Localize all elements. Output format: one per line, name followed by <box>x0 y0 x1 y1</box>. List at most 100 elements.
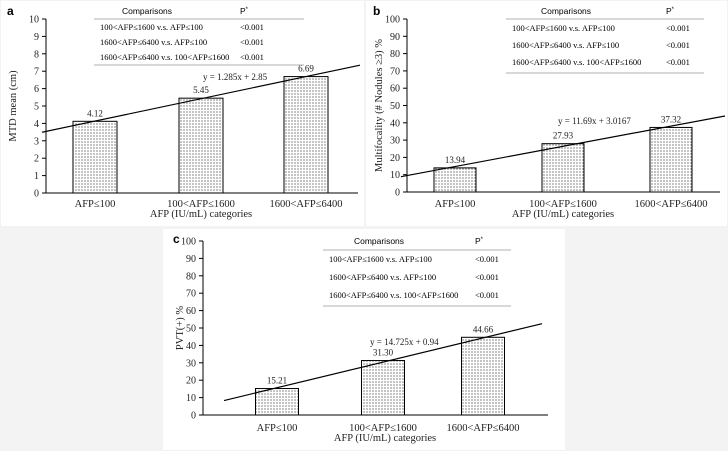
x-tick-label: 100<AFP≤1600 <box>529 199 597 210</box>
table-row-p-value: <0.001 <box>666 57 690 67</box>
y-tick-label: 1 <box>34 171 39 182</box>
y-tick-label: 0 <box>34 189 39 200</box>
y-tick-label: 8 <box>34 49 39 60</box>
panel-letter: c <box>173 232 180 246</box>
table-row-comparison: 100<AFP≤1600 v.s. AFP≤100 <box>329 254 432 264</box>
bar-2 <box>361 360 405 416</box>
table-row-comparison: 100<AFP≤1600 v.s. AFP≤100 <box>512 23 615 33</box>
table-header-p: P* <box>240 6 249 16</box>
y-tick-label: 9 <box>34 32 39 43</box>
table-row-comparison: 1600<AFP≤6400 v.s. AFP≤100 <box>512 40 619 50</box>
table-row-p-value: <0.001 <box>240 52 264 62</box>
table-header-p: P* <box>666 6 675 16</box>
table-header-p-asterisk: * <box>246 7 249 13</box>
data-label: 15.21 <box>267 376 287 386</box>
y-tick-label: 20 <box>390 153 400 164</box>
bar-2 <box>178 97 224 194</box>
x-tick-label: 1600<AFP≤6400 <box>635 199 708 210</box>
data-label: 31.30 <box>373 348 394 358</box>
y-tick-label: 90 <box>390 32 400 43</box>
trendline-equation: y = 11.69x + 3.0167 <box>558 116 631 126</box>
trendline <box>41 64 361 133</box>
table-row-p-value: <0.001 <box>240 37 264 47</box>
trendline <box>400 115 726 178</box>
data-label: 6.69 <box>298 64 314 74</box>
y-tick-label: 10 <box>186 393 196 404</box>
panel-letter: b <box>373 4 380 18</box>
y-tick-label: 20 <box>186 376 196 387</box>
table-row-p-value: <0.001 <box>666 40 690 50</box>
bar-3 <box>461 336 505 416</box>
y-tick-label: 40 <box>390 118 400 129</box>
x-axis-title: AFP (IU/mL) categories <box>334 433 436 444</box>
panel-letter: a <box>7 4 14 18</box>
y-tick-label: 60 <box>390 84 400 95</box>
panel-c: c 0 10 20 30 40 50 60 70 80 90 100 PVT(+) % 15.21 AFP≤… <box>173 232 548 444</box>
table-header-p: P* <box>475 236 484 246</box>
panel-b: b 0 10 20 30 40 50 60 70 80 90 100 Multifocality (# … <box>373 4 726 220</box>
table-row-comparison: 1600<AFP≤6400 v.s. 100<AFP≤1600 <box>329 290 458 300</box>
x-tick-label: AFP≤100 <box>75 199 116 210</box>
x-tick-label: AFP≤100 <box>435 199 476 210</box>
y-tick-label: 30 <box>186 358 196 369</box>
y-tick-label: 0 <box>191 411 196 422</box>
table-header-comparisons: Comparisons <box>354 236 404 246</box>
table-row-p-value: <0.001 <box>475 272 499 282</box>
trendline-equation: y = 14.725x + 0.94 <box>370 337 439 347</box>
table-row-p-value: <0.001 <box>475 254 499 264</box>
table-header-comparisons: Comparisons <box>122 6 172 16</box>
bar-3 <box>649 126 693 193</box>
table-row-comparison: 1600<AFP≤6400 v.s. AFP≤100 <box>100 37 207 47</box>
table-header-p-asterisk: * <box>481 237 484 243</box>
bar-1 <box>255 388 299 416</box>
table-row-comparison: 1600<AFP≤6400 v.s. 100<AFP≤1600 <box>100 52 229 62</box>
table-row-p-value: <0.001 <box>240 22 264 32</box>
panel-a: a 0 1 2 3 4 5 6 7 8 9 10 MTD mean (cm) 4.12 AFP≤100 5.4… <box>7 4 361 220</box>
y-tick-label: 10 <box>390 170 400 181</box>
y-axis-title: Multifocality (# Nodules ≥3) % <box>374 39 385 172</box>
y-tick-label: 80 <box>186 271 196 282</box>
table-row-p-value: <0.001 <box>475 290 499 300</box>
y-tick-label: 100 <box>385 15 400 26</box>
y-tick-label: 100 <box>181 237 196 248</box>
y-tick-label: 4 <box>34 119 39 130</box>
y-tick-label: 80 <box>390 49 400 60</box>
y-tick-label: 40 <box>186 341 196 352</box>
bar-3 <box>283 76 329 194</box>
data-label: 44.66 <box>473 324 494 334</box>
y-tick-label: 3 <box>34 136 39 147</box>
table-header-comparisons: Comparisons <box>541 6 591 16</box>
table-row-comparison: 100<AFP≤1600 v.s. AFP≤100 <box>100 22 203 32</box>
x-tick-label: 100<AFP≤1600 <box>167 199 235 210</box>
y-tick-label: 70 <box>186 289 196 300</box>
x-axis-title: AFP (IU/mL) categories <box>512 209 614 220</box>
y-axis-title: PVT(+) % <box>175 306 186 350</box>
data-label: 13.94 <box>445 155 466 165</box>
y-tick-label: 6 <box>34 84 39 95</box>
y-tick-label: 30 <box>390 136 400 147</box>
table-row-comparison: 1600<AFP≤6400 v.s. 100<AFP≤1600 <box>512 57 641 67</box>
table-row-p-value: <0.001 <box>666 23 690 33</box>
y-tick-label: 5 <box>34 102 39 113</box>
bar-1 <box>72 120 118 194</box>
y-tick-label: 60 <box>186 306 196 317</box>
y-tick-label: 0 <box>395 188 400 199</box>
table-header-p-asterisk: * <box>672 7 675 13</box>
trendline-equation: y = 1.285x + 2.85 <box>203 72 268 82</box>
x-tick-label: 1600<AFP≤6400 <box>270 199 343 210</box>
data-label: 37.32 <box>661 114 681 124</box>
table-row-comparison: 1600<AFP≤6400 v.s. AFP≤100 <box>329 272 436 282</box>
y-tick-label: 50 <box>390 101 400 112</box>
data-label: 4.12 <box>87 108 103 118</box>
y-tick-label: 90 <box>186 254 196 265</box>
bar-1 <box>433 167 477 193</box>
x-tick-label: 1600<AFP≤6400 <box>447 423 520 434</box>
x-tick-label: AFP≤100 <box>257 423 298 434</box>
y-tick-label: 70 <box>390 66 400 77</box>
x-tick-label: 100<AFP≤1600 <box>349 423 417 434</box>
trendline <box>223 323 543 402</box>
data-label: 5.45 <box>193 85 209 95</box>
y-tick-label: 7 <box>34 67 39 78</box>
data-label: 27.93 <box>553 131 574 141</box>
